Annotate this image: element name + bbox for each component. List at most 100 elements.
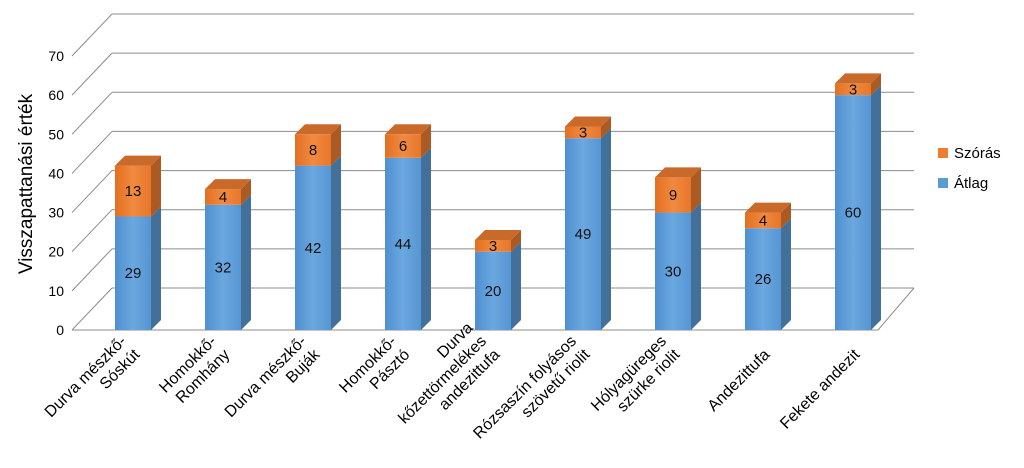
bar-top [205, 179, 251, 190]
bar-top [655, 167, 701, 178]
bar-segment-átlag [475, 251, 511, 330]
bar-side [781, 218, 791, 330]
data-label: 29 [125, 265, 142, 282]
data-label: 8 [309, 142, 317, 159]
gridline-diagonal [71, 170, 113, 213]
bar-segment-átlag [115, 216, 151, 330]
bar-segment-szórás [385, 134, 421, 158]
y-tick-label: 50 [48, 126, 64, 142]
category-label-line: Fekete andezit [777, 346, 864, 433]
y-tick-label: 40 [48, 165, 64, 181]
category-label: Fekete andezit [777, 346, 864, 433]
bar-side [241, 179, 251, 205]
bar-top [835, 73, 881, 84]
data-label: 3 [489, 238, 497, 255]
y-tick-label: 20 [48, 244, 64, 260]
gridline-diagonal [71, 287, 113, 331]
bar-side [421, 147, 431, 330]
bars: 29 13 32 4 42 8 44 6 20 3 49 3 30 9 26 4 60 3 [115, 73, 881, 331]
y-tick-label: 0 [56, 322, 64, 338]
bar-side [691, 167, 701, 213]
legend-label: Szórás [954, 145, 1001, 162]
bar-side [151, 155, 161, 217]
x-axis-categories: Durva mészkő-Sóskút Homokkő-RomhányDurva … [42, 319, 864, 442]
gridline-diagonal [71, 131, 113, 174]
bar-segment-szórás [745, 212, 781, 229]
category-label: Durva mészkő-Sóskút [42, 333, 144, 421]
legend-label: Átlag [954, 175, 988, 192]
bar-side [331, 155, 341, 330]
data-label: 9 [669, 187, 677, 204]
bar-segment-szórás [565, 126, 601, 139]
bar-stack: 49 3 [565, 116, 611, 330]
gridline-diagonal [71, 209, 113, 253]
data-label: 3 [579, 124, 587, 141]
bar-side [871, 85, 881, 331]
bar-side [151, 206, 161, 330]
bar-segment-átlag [655, 212, 691, 330]
bar-segment-szórás [205, 189, 241, 205]
data-label: 32 [215, 259, 232, 276]
gridline-diagonal [71, 248, 113, 292]
data-label: 60 [845, 205, 862, 222]
bar-stack: 60 3 [835, 73, 881, 331]
bar-segment-átlag [295, 165, 331, 330]
bar-stack: 44 6 [385, 124, 431, 330]
data-label: 30 [665, 263, 682, 280]
bar-stack: 32 4 [205, 179, 251, 330]
y-tick-label: 60 [48, 87, 64, 103]
category-label: Homokkő-Romhány [156, 333, 233, 407]
bar-stack: 30 9 [655, 167, 701, 330]
bar-side [511, 241, 521, 330]
bar-segment-szórás [295, 134, 331, 166]
bar-segment-átlag [745, 228, 781, 330]
bar-stack: 20 3 [475, 229, 521, 330]
data-label: 4 [219, 189, 227, 206]
bar-top [475, 229, 521, 240]
bar-stack: 42 8 [295, 124, 341, 330]
bar-side [331, 124, 341, 166]
bar-side [421, 124, 431, 158]
bar-top [745, 202, 791, 213]
category-label: Durva mészkő-Buják [222, 333, 324, 421]
bar-segment-szórás [655, 177, 691, 213]
bar-segment-átlag [565, 138, 601, 330]
bar-stack: 26 4 [745, 202, 791, 330]
bar-top [295, 124, 341, 135]
bar-side [511, 229, 521, 252]
gridline-diagonal [71, 52, 113, 96]
data-label: 20 [485, 283, 502, 300]
bar-segment-szórás [475, 239, 511, 252]
category-label-line: Andezittufa [705, 346, 774, 415]
category-label: Homokkő-Pásztó [336, 333, 413, 397]
bar-top [565, 116, 611, 127]
gridline-diagonal [71, 13, 113, 57]
bar-top [385, 124, 431, 135]
data-label: 3 [849, 81, 857, 98]
bar-side [601, 128, 611, 330]
bar-side [781, 202, 791, 229]
legend-swatch [938, 178, 948, 188]
data-label: 13 [125, 183, 142, 200]
y-tick-label: 70 [48, 48, 64, 64]
bar-side [871, 73, 881, 96]
bar-side [691, 202, 701, 330]
bar-segment-átlag [205, 204, 241, 330]
category-label: Andezittufa [705, 346, 774, 415]
data-label: 49 [575, 226, 592, 243]
data-label: 42 [305, 240, 322, 257]
bar-side [601, 116, 611, 139]
bar-segment-átlag [835, 95, 871, 331]
y-axis-ticks: 0 10 20 30 40 50 60 70 [48, 48, 64, 338]
y-tick-label: 10 [48, 283, 64, 299]
bar-segment-átlag [385, 157, 421, 330]
data-label: 6 [399, 138, 407, 155]
legend: Szórás Átlag [938, 145, 1001, 192]
bar-side [241, 194, 251, 330]
data-label: 4 [759, 212, 767, 229]
data-label: 44 [395, 236, 412, 253]
floor-edge [877, 287, 915, 331]
data-label: 26 [755, 271, 772, 288]
